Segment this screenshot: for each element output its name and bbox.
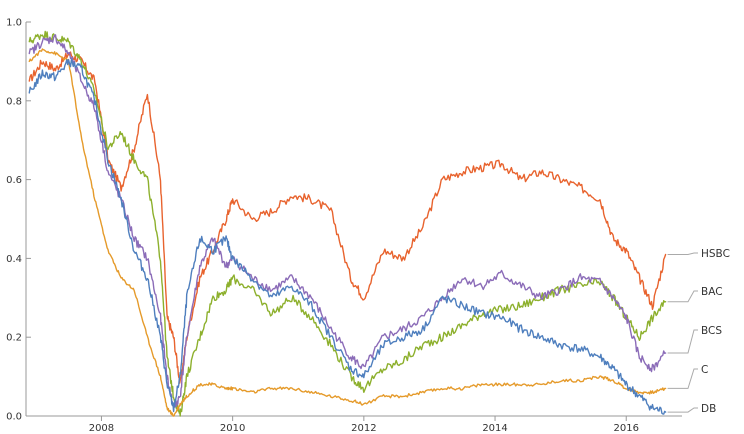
leader-db	[667, 407, 698, 413]
x-tick-label: 2008	[89, 423, 114, 434]
series-hsbc-line	[28, 51, 667, 384]
series-db-line	[28, 58, 667, 415]
series-group	[28, 30, 667, 417]
series-label-bac: BAC	[701, 286, 723, 298]
axis-ticks: 2008 2010 2012 2014 2016 0.0 0.2 0.4 0.6 0.8 1.0	[6, 18, 639, 434]
series-label-c: C	[701, 364, 708, 376]
leader-bcs	[667, 329, 698, 354]
leader-c	[667, 368, 698, 389]
series-c-line	[28, 48, 667, 417]
series-label-hsbc: HSBC	[701, 248, 730, 260]
series-bac-line	[28, 30, 667, 417]
y-tick-label: 0.6	[6, 175, 22, 186]
x-tick-label: 2014	[482, 423, 507, 434]
series-label-bcs: BCS	[701, 325, 722, 337]
y-tick-label: 0.4	[6, 254, 22, 265]
leader-hsbc	[667, 252, 698, 255]
y-tick-label: 1.0	[6, 18, 22, 29]
series-bcs-line	[28, 34, 667, 411]
y-tick-label: 0.0	[6, 412, 22, 423]
x-tick-label: 2010	[220, 423, 245, 434]
series-label-db: DB	[701, 403, 716, 415]
leader-bac	[667, 290, 698, 303]
x-tick-label: 2012	[351, 423, 376, 434]
y-tick-label: 0.8	[6, 96, 22, 107]
end-labels: HSBC BAC BCS C DB	[667, 248, 730, 415]
y-tick-label: 0.2	[6, 333, 22, 344]
x-tick-label: 2016	[614, 423, 639, 434]
